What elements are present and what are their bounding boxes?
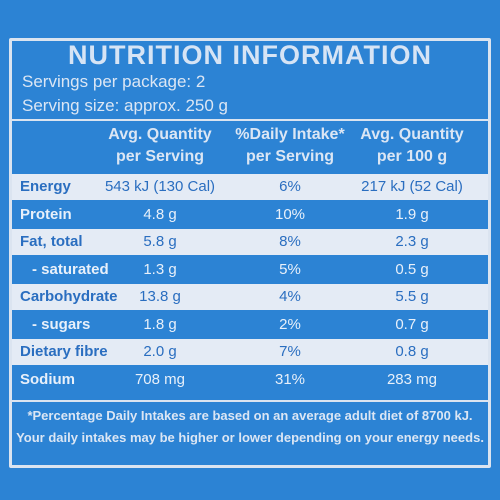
cell-value: 283 mg	[386, 370, 438, 388]
column-header: per Serving	[245, 148, 335, 165]
footnote: *Percentage Daily Intakes are based on a…	[27, 408, 473, 423]
column-header: per 100 g	[376, 148, 448, 165]
cell-value: 4%	[279, 288, 301, 305]
row-label: - saturated	[32, 260, 109, 278]
cell-value: 2.3 g	[395, 233, 429, 250]
footnote: Your daily intakes may be higher or lowe…	[16, 430, 484, 445]
frame	[9, 38, 491, 468]
column-header: per Serving	[115, 148, 205, 165]
cell-value: 217 kJ (52 Cal)	[361, 178, 463, 195]
cell-value: 1.8 g	[143, 315, 177, 333]
cell-value: 5.5 g	[395, 288, 429, 305]
cell-value: 13.8 g	[139, 288, 181, 305]
row-band	[12, 174, 488, 200]
row-band	[12, 339, 488, 365]
serving-size: Serving size: approx. 250 g	[22, 96, 229, 115]
row-band	[12, 284, 488, 310]
cell-value: 1.9 g	[395, 205, 429, 223]
cell-value: 31%	[274, 370, 306, 388]
row-band	[12, 229, 488, 255]
divider	[12, 119, 488, 121]
cell-value: 0.7 g	[395, 315, 429, 333]
cell-value: 708 mg	[134, 370, 186, 388]
row-label: Carbohydrate	[20, 288, 118, 305]
cell-value: 7%	[279, 343, 301, 360]
cell-value: 1.3 g	[143, 260, 177, 278]
cell-value: 0.5 g	[395, 260, 429, 278]
cell-value: 6%	[279, 178, 301, 195]
row-label: Dietary fibre	[20, 343, 108, 360]
column-header: %Daily Intake*	[235, 126, 345, 143]
row-label: Energy	[20, 178, 71, 195]
cell-value: 543 kJ (130 Cal)	[104, 178, 216, 195]
divider	[12, 400, 488, 402]
cell-value: 5.8 g	[143, 233, 177, 250]
cell-value: 4.8 g	[143, 205, 177, 223]
cell-value: 10%	[274, 205, 306, 223]
column-header: Avg. Quantity	[108, 126, 212, 143]
cell-value: 2.0 g	[143, 343, 177, 360]
row-label: Protein	[20, 205, 72, 223]
row-label: Sodium	[20, 370, 75, 388]
cell-value: 8%	[279, 233, 301, 250]
cell-value: 5%	[279, 260, 301, 278]
cell-value: 2%	[279, 315, 301, 333]
row-label: - sugars	[32, 315, 91, 333]
row-label: Fat, total	[20, 233, 83, 250]
cell-value: 0.8 g	[395, 343, 429, 360]
servings: Servings per package: 2	[22, 72, 206, 91]
column-header: Avg. Quantity	[360, 126, 464, 143]
title: NUTRITION INFORMATION	[68, 40, 432, 70]
